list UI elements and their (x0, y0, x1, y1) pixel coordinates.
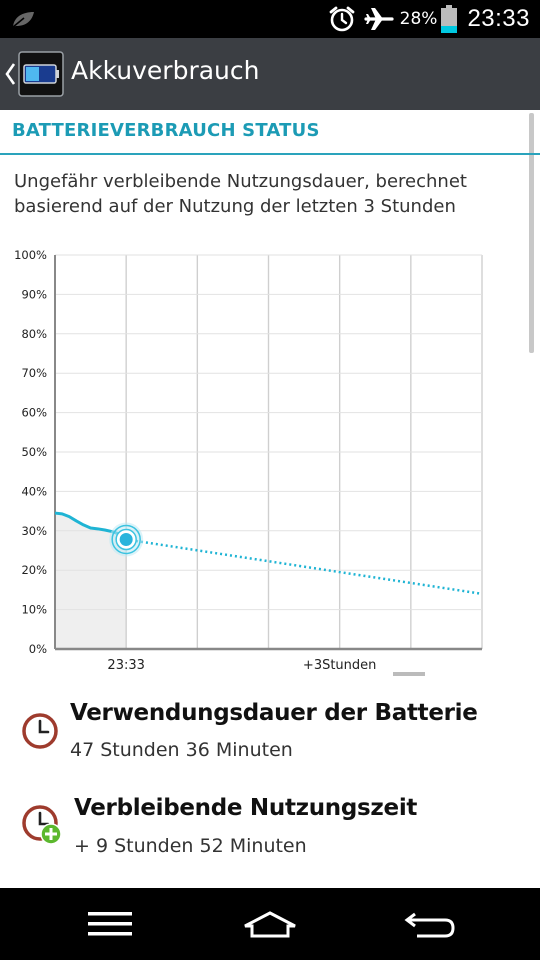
y-tick-label: 20% (21, 563, 47, 577)
y-tick-label: 40% (21, 484, 47, 498)
back-button[interactable] (370, 888, 490, 960)
menu-button[interactable] (50, 888, 170, 960)
x-tick-label: 23:33 (107, 658, 144, 673)
battery-chart-svg: 100% 90% 80% 70% 60% 50% 40% 30% 20% 10% 0% 23:33 +3… (14, 248, 483, 676)
usage-duration-row[interactable]: Verwendungsdauer der Batterie 47 Stunden… (0, 695, 540, 785)
leaf-icon (12, 12, 34, 28)
airplane-mode-icon (364, 8, 394, 30)
prediction-line (125, 538, 483, 596)
section-title: BATTERIEVERBRAUCH STATUS (12, 120, 320, 141)
y-tick-label: 60% (21, 406, 47, 420)
page-title: Akkuverbrauch (71, 56, 260, 85)
usage-description: Ungefähr verbleibende Nutzungsdauer, ber… (14, 171, 467, 217)
y-tick-label: 30% (21, 524, 47, 538)
y-tick-label: 90% (21, 287, 47, 301)
y-tick-label: 100% (14, 248, 47, 262)
back-chevron-icon[interactable] (4, 61, 16, 87)
y-tick-label: 80% (21, 327, 47, 341)
navigation-bar (0, 888, 540, 960)
battery-icon (441, 5, 458, 33)
status-time: 23:33 (467, 5, 530, 32)
current-point (119, 532, 133, 546)
alarm-icon (329, 6, 355, 32)
y-tick-label: 10% (21, 603, 47, 617)
remaining-time-value: + 9 Stunden 52 Minuten (74, 835, 307, 857)
battery-app-icon[interactable] (18, 51, 64, 97)
action-bar: Akkuverbrauch (0, 38, 540, 110)
history-area (55, 513, 127, 649)
battery-percent: 28% (399, 9, 438, 29)
menu-icon (88, 912, 132, 936)
clock-plus-icon (22, 805, 62, 845)
back-icon (404, 912, 455, 938)
usage-duration-value: 47 Stunden 36 Minuten (70, 739, 293, 761)
section-divider (0, 153, 540, 155)
x-tick-label: +3Stunden (303, 658, 376, 673)
battery-chart: 100% 90% 80% 70% 60% 50% 40% 30% 20% 10% 0% 23:33 +3… (0, 240, 540, 685)
remaining-time-row[interactable]: Verbleibende Nutzungszeit + 9 Stunden 52… (0, 790, 540, 880)
scrollbar[interactable] (529, 113, 534, 353)
y-tick-label: 70% (21, 366, 47, 380)
home-button[interactable] (210, 888, 330, 960)
home-icon (244, 911, 296, 938)
status-bar: 28% 23:33 (0, 0, 540, 38)
y-tick-label: 0% (29, 642, 47, 656)
usage-duration-heading: Verwendungsdauer der Batterie (70, 700, 478, 726)
clock-icon (22, 713, 58, 749)
remaining-time-heading: Verbleibende Nutzungszeit (74, 795, 418, 821)
current-point-ring (111, 524, 141, 555)
y-tick-label: 50% (21, 445, 47, 459)
